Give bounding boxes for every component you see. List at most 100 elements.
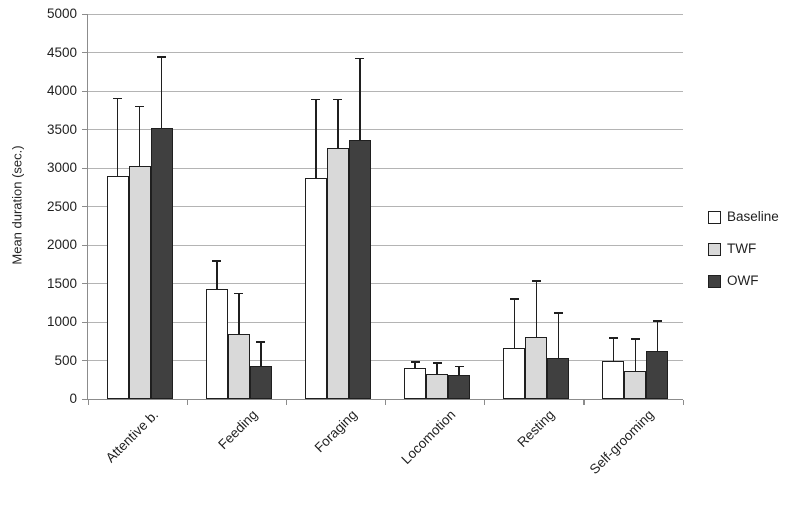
error-bar-cap bbox=[608, 337, 618, 339]
y-tick-label: 3000 bbox=[46, 160, 77, 175]
error-bar bbox=[260, 342, 262, 366]
error-bar-cap bbox=[454, 365, 464, 368]
y-gridline bbox=[88, 283, 683, 284]
x-tick bbox=[285, 400, 288, 405]
y-tick bbox=[82, 52, 87, 54]
error-bar bbox=[557, 312, 559, 359]
legend-swatch bbox=[708, 210, 721, 224]
y-tick-label: 1500 bbox=[46, 275, 77, 291]
x-axis-label: Self-grooming bbox=[586, 407, 658, 478]
error-bar bbox=[337, 99, 339, 148]
error-bar-cap bbox=[212, 260, 222, 262]
x-tick bbox=[682, 400, 684, 405]
y-tick-label: 4000 bbox=[46, 83, 77, 98]
error-bar-cap bbox=[509, 298, 519, 300]
error-bar bbox=[513, 298, 515, 349]
error-bar bbox=[612, 338, 615, 362]
error-bar bbox=[656, 321, 659, 352]
error-bar-cap bbox=[135, 105, 145, 108]
y-tick-label: 4500 bbox=[46, 44, 77, 60]
y-gridline bbox=[88, 167, 683, 169]
bar-twf-1 bbox=[227, 333, 250, 399]
legend-label: OWF bbox=[727, 273, 759, 288]
x-axis-label: Foraging bbox=[311, 407, 360, 456]
x-axis-label: Locomotion bbox=[398, 407, 459, 467]
y-tick-label: 500 bbox=[54, 352, 77, 368]
legend-item-owf: OWF bbox=[708, 274, 779, 288]
bar-owf-3 bbox=[448, 375, 471, 399]
y-axis-title: Mean duration (sec.) bbox=[9, 145, 25, 265]
x-tick bbox=[583, 400, 585, 405]
error-bar bbox=[359, 58, 361, 140]
error-bar bbox=[436, 362, 438, 374]
y-tick-label: 3500 bbox=[46, 121, 77, 137]
bar-baseline-4 bbox=[503, 348, 526, 399]
y-tick bbox=[82, 167, 87, 169]
x-axis-label: Resting bbox=[514, 407, 558, 450]
bar-baseline-0 bbox=[106, 175, 129, 399]
bar-twf-0 bbox=[128, 165, 151, 399]
bar-owf-0 bbox=[150, 127, 173, 399]
error-bar bbox=[634, 338, 637, 371]
y-gridline bbox=[88, 321, 683, 323]
bar-baseline-1 bbox=[205, 288, 228, 399]
y-tick-label: 0 bbox=[69, 391, 77, 406]
y-gridline bbox=[88, 52, 683, 53]
y-tick bbox=[82, 321, 87, 323]
bar-twf-3 bbox=[426, 373, 449, 399]
x-tick bbox=[484, 400, 486, 405]
error-bar-cap bbox=[234, 292, 244, 295]
error-bar-cap bbox=[256, 341, 266, 343]
x-tick bbox=[385, 400, 387, 405]
y-tick-label: 5000 bbox=[46, 6, 77, 21]
legend-swatch bbox=[708, 274, 721, 288]
legend-item-baseline: Baseline bbox=[708, 210, 779, 224]
error-bar bbox=[216, 261, 218, 289]
y-gridline bbox=[88, 244, 683, 246]
y-tick-label: 2500 bbox=[46, 198, 77, 214]
y-tick bbox=[82, 244, 87, 246]
y-gridline bbox=[88, 90, 683, 92]
y-tick bbox=[82, 360, 87, 362]
legend-label: Baseline bbox=[727, 209, 779, 224]
y-tick bbox=[82, 206, 87, 208]
x-axis-label: Feeding bbox=[215, 407, 261, 453]
bar-owf-1 bbox=[249, 365, 272, 399]
error-bar-cap bbox=[652, 320, 662, 322]
legend-label: TWF bbox=[727, 241, 757, 256]
error-bar-cap bbox=[311, 98, 321, 101]
bar-baseline-2 bbox=[304, 178, 327, 399]
y-gridline bbox=[88, 129, 683, 130]
error-bar-cap bbox=[333, 98, 343, 101]
error-bar-cap bbox=[553, 312, 563, 314]
y-gridline bbox=[88, 13, 683, 15]
bar-owf-5 bbox=[646, 351, 669, 399]
x-tick bbox=[186, 400, 188, 405]
bar-owf-4 bbox=[547, 358, 570, 399]
error-bar-cap bbox=[432, 362, 442, 364]
legend-swatch bbox=[708, 242, 721, 256]
y-gridline bbox=[88, 360, 683, 361]
bar-twf-2 bbox=[326, 147, 349, 399]
error-bar bbox=[535, 281, 537, 337]
y-tick bbox=[82, 398, 87, 400]
bar-baseline-5 bbox=[602, 361, 625, 399]
error-bar bbox=[138, 106, 141, 166]
error-bar bbox=[160, 57, 163, 128]
y-tick-label: 1000 bbox=[46, 314, 77, 329]
y-axis-line bbox=[87, 14, 89, 400]
bar-owf-2 bbox=[348, 139, 371, 399]
bar-twf-4 bbox=[525, 336, 548, 399]
error-bar bbox=[315, 99, 317, 178]
bar-baseline-3 bbox=[404, 368, 427, 399]
legend: Baseline TWF OWF bbox=[708, 210, 779, 306]
y-tick bbox=[82, 13, 87, 15]
error-bar-cap bbox=[531, 280, 541, 282]
legend-item-twf: TWF bbox=[708, 242, 779, 256]
x-axis-line bbox=[87, 399, 683, 401]
error-bar bbox=[458, 366, 460, 376]
error-bar bbox=[414, 362, 416, 369]
error-bar-cap bbox=[113, 97, 123, 100]
error-bar-cap bbox=[157, 56, 167, 58]
